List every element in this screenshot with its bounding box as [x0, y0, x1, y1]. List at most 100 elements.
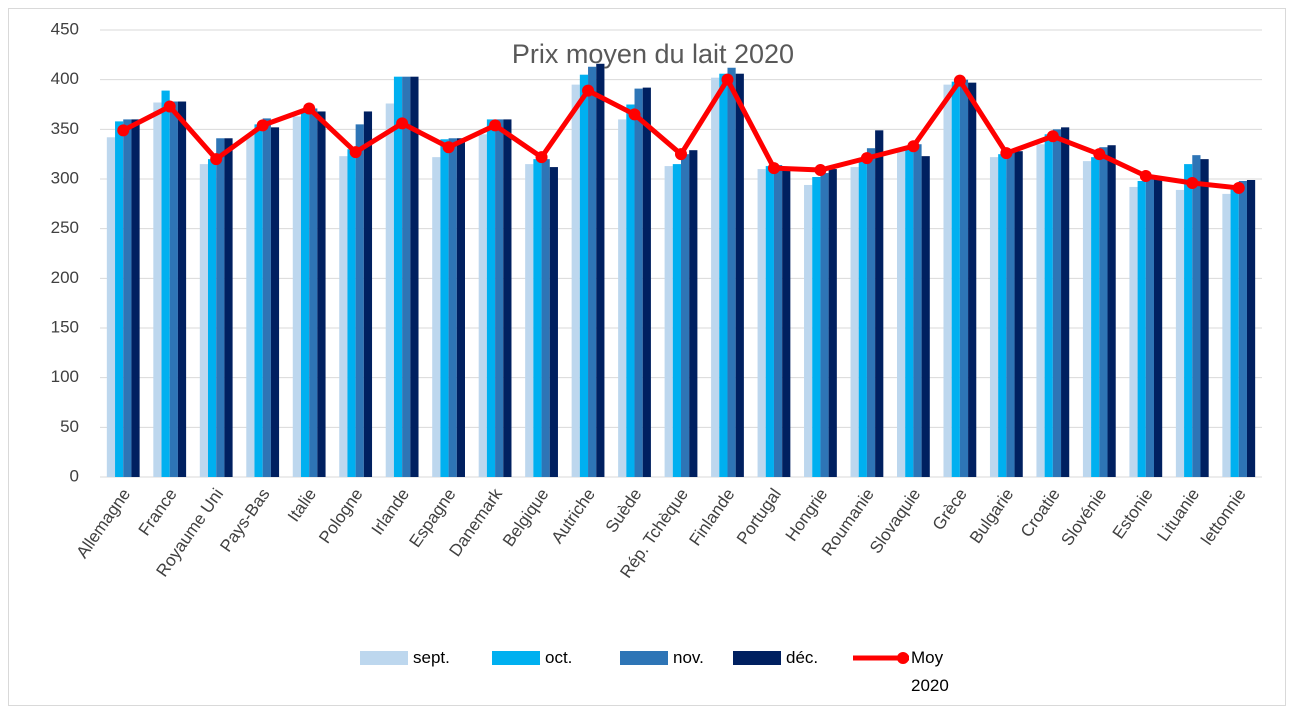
line-marker — [535, 151, 548, 164]
line-marker — [117, 124, 130, 137]
y-tick-label: 300 — [51, 168, 79, 187]
bar — [921, 156, 930, 478]
line-marker — [767, 162, 780, 175]
legend-line — [853, 652, 909, 664]
bar — [989, 157, 999, 477]
line-marker — [442, 141, 455, 154]
bar — [850, 167, 859, 477]
bar — [642, 87, 651, 477]
bar — [596, 63, 605, 477]
bar — [681, 154, 690, 477]
y-tick-label: 150 — [51, 317, 79, 336]
legend-item: oct. — [492, 648, 572, 668]
bar — [169, 101, 178, 478]
bar — [106, 137, 116, 477]
bar — [626, 104, 635, 477]
bar — [1246, 179, 1256, 477]
bar — [309, 108, 318, 478]
bar — [224, 138, 233, 478]
bar — [549, 167, 558, 477]
legend-label: nov. — [673, 648, 704, 667]
bar — [1044, 134, 1053, 478]
line-marker — [349, 146, 362, 159]
bar — [177, 101, 187, 478]
line-marker — [210, 153, 223, 166]
line-marker — [256, 119, 269, 132]
bar — [115, 121, 124, 478]
bar — [1200, 159, 1209, 477]
bar — [757, 169, 766, 478]
bar — [1137, 180, 1146, 477]
bar — [432, 157, 441, 477]
bar — [588, 66, 597, 478]
legend-item: Moy 2020 — [853, 648, 963, 700]
bar — [300, 109, 310, 477]
bar — [897, 149, 906, 477]
bar — [1192, 155, 1201, 477]
bar — [1145, 179, 1154, 477]
y-tick-label: 400 — [51, 69, 79, 88]
line-marker — [953, 74, 966, 87]
legend-item: nov. — [620, 648, 704, 668]
line-marker — [721, 73, 734, 86]
bar — [858, 159, 867, 477]
bar — [385, 103, 394, 478]
bar — [339, 156, 348, 478]
bar — [765, 166, 774, 477]
bar — [951, 81, 960, 478]
line-marker — [860, 152, 873, 165]
bar — [782, 167, 791, 477]
legend-swatch — [360, 651, 408, 665]
line-marker — [1139, 170, 1152, 183]
y-tick-label: 100 — [51, 367, 79, 386]
bar — [270, 127, 280, 477]
line-marker — [1093, 148, 1106, 161]
line-marker — [303, 102, 316, 115]
bar — [541, 159, 550, 477]
bar — [393, 76, 403, 477]
legend-swatch — [733, 651, 781, 665]
bar — [533, 159, 542, 477]
y-tick-label: 0 — [70, 466, 79, 485]
line-marker — [814, 164, 827, 177]
bar — [199, 164, 208, 477]
line-marker — [628, 108, 641, 121]
line-marker — [1232, 181, 1245, 194]
bar — [727, 67, 736, 477]
bar — [1184, 164, 1193, 477]
bar — [1014, 151, 1023, 478]
bar — [161, 90, 170, 478]
bar — [664, 166, 673, 477]
bar — [123, 119, 132, 478]
bar — [735, 73, 744, 477]
legend-swatch — [492, 651, 540, 665]
bar — [402, 76, 411, 477]
legend-label: Moy 2020 — [911, 648, 949, 695]
bar — [503, 119, 512, 478]
legend-marker — [897, 652, 909, 664]
bar — [1006, 152, 1015, 477]
bar — [486, 119, 496, 478]
legend-item: sept. — [360, 648, 450, 668]
bar — [689, 150, 698, 477]
bar — [153, 102, 162, 477]
bar — [347, 149, 356, 477]
bar — [905, 146, 914, 477]
bar — [456, 138, 465, 478]
bar — [968, 82, 977, 477]
bar — [959, 79, 969, 478]
bar — [719, 73, 728, 477]
legend-swatch — [620, 651, 668, 665]
bar — [804, 184, 813, 477]
bar — [262, 118, 271, 477]
y-tick-label: 50 — [60, 417, 79, 436]
legend-swatch — [853, 648, 909, 668]
bar — [1091, 157, 1100, 477]
bar — [292, 116, 301, 478]
bar — [773, 165, 783, 478]
line-marker — [163, 100, 176, 113]
y-tick-label: 250 — [51, 218, 79, 237]
bar — [1036, 144, 1045, 477]
bar — [216, 138, 225, 478]
